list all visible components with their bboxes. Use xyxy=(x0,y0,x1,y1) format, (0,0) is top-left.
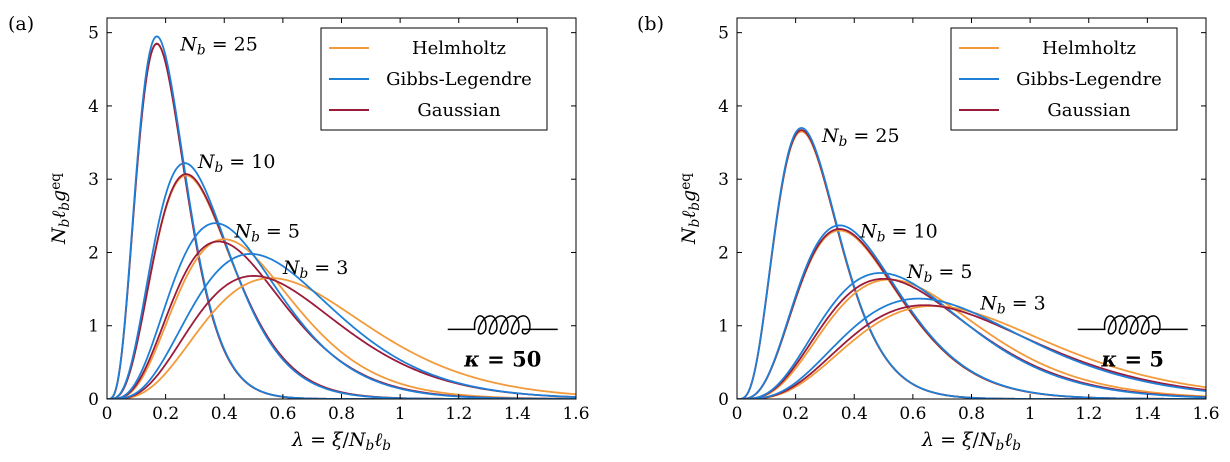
panel-label: (b) xyxy=(637,13,664,35)
nb-label-5: Nb = 5 xyxy=(234,220,300,245)
y-tick-label: 1 xyxy=(88,317,99,337)
panel-label: (a) xyxy=(8,13,34,35)
kappa-label: κ = 50 xyxy=(463,346,541,371)
x-tick-label: 1.4 xyxy=(504,404,531,424)
nb-label-10: Nb = 10 xyxy=(859,220,938,245)
y-tick-label: 2 xyxy=(88,243,99,263)
y-tick-label: 2 xyxy=(718,243,729,263)
y-tick-label: 3 xyxy=(718,170,729,190)
legend-label: Gaussian xyxy=(417,100,501,121)
x-tick-label: 1.6 xyxy=(1192,404,1219,424)
nb-label-25: Nb = 25 xyxy=(179,34,258,59)
legend-label: Helmholtz xyxy=(1042,38,1136,59)
panel-a: (a) 0 0.2 0.4 0.6 0.8 1 1.2 1.4 1.6 0 1 2 3 4 5 λ = ξ/Nb… xyxy=(8,13,590,454)
nb-label-3: Nb = 3 xyxy=(282,257,348,282)
y-tick-label: 4 xyxy=(718,97,729,117)
legend: Helmholtz Gibbs-Legendre Gaussian xyxy=(950,27,1178,131)
y-tick-label: 5 xyxy=(88,24,99,44)
nb-label-25: Nb = 25 xyxy=(821,125,900,150)
x-tick-label: 0.2 xyxy=(152,404,179,424)
spring-icon xyxy=(447,315,558,335)
nb-label-10: Nb = 10 xyxy=(197,151,276,176)
x-tick-label: 1.2 xyxy=(445,404,472,424)
kappa-label: κ = 5 xyxy=(1100,346,1164,371)
nb-label-5: Nb = 5 xyxy=(906,261,972,286)
y-tick-label: 1 xyxy=(718,317,729,337)
legend-label: Gibbs-Legendre xyxy=(386,69,532,90)
x-tick-label: 1.6 xyxy=(562,404,589,424)
x-tick-label: 0.2 xyxy=(782,404,809,424)
x-tick-label: 0.4 xyxy=(211,404,238,424)
x-tick-label: 1 xyxy=(1025,404,1036,424)
x-tick-label: 1 xyxy=(395,404,406,424)
curve-gibbs-legendre-nb3 xyxy=(107,253,576,399)
curve-helmholtz-nb3 xyxy=(107,277,576,399)
x-tick-label: 0.4 xyxy=(841,404,868,424)
x-tick-label: 1.4 xyxy=(1134,404,1161,424)
legend: Helmholtz Gibbs-Legendre Gaussian xyxy=(320,27,548,131)
y-tick-label: 3 xyxy=(88,170,99,190)
x-tick-label: 0 xyxy=(732,404,743,424)
legend-label: Gibbs-Legendre xyxy=(1016,69,1162,90)
x-tick-label: 0.6 xyxy=(899,404,926,424)
y-axis-label: Nbℓbgeq xyxy=(678,173,703,245)
x-tick-label: 1.2 xyxy=(1075,404,1102,424)
curve-gaussian-nb3 xyxy=(737,304,1206,399)
y-axis-label: Nbℓbgeq xyxy=(48,173,73,245)
curve-gaussian-nb5 xyxy=(737,277,1206,399)
x-tick-label: 0.8 xyxy=(328,404,355,424)
spring-icon xyxy=(1077,315,1188,335)
legend-label: Gaussian xyxy=(1047,100,1131,121)
curve-gibbs-legendre-nb5 xyxy=(737,272,1206,399)
panel-b: (b) 0 0.2 0.4 0.6 0.8 1 1.2 1.4 1.6 0 1 2 3 4 5 λ = ξ/Nb… xyxy=(637,13,1220,454)
curve-gibbs-legendre-nb5 xyxy=(107,222,576,399)
curve-helmholtz-nb5 xyxy=(737,278,1206,399)
x-tick-label: 0.8 xyxy=(958,404,985,424)
y-tick-label: 0 xyxy=(88,390,99,410)
y-tick-label: 5 xyxy=(718,24,729,44)
legend-label: Helmholtz xyxy=(412,38,506,59)
curve-gibbs-legendre-nb3 xyxy=(737,297,1206,399)
x-axis-label: λ = ξ/Nbℓb xyxy=(291,429,391,454)
x-tick-label: 0.6 xyxy=(269,404,296,424)
nb-label-3: Nb = 3 xyxy=(979,292,1045,317)
x-axis-label: λ = ξ/Nbℓb xyxy=(921,429,1021,454)
y-tick-label: 0 xyxy=(718,390,729,410)
x-tick-label: 0 xyxy=(102,404,113,424)
y-tick-label: 4 xyxy=(88,97,99,117)
